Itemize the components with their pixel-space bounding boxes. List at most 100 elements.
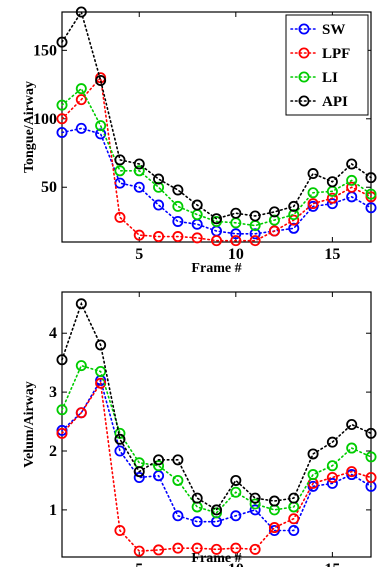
data-point-li: [307, 187, 319, 199]
data-point-lpf: [249, 235, 261, 247]
data-point-li: [307, 469, 319, 481]
x-tick-label: 15: [324, 561, 340, 567]
data-point-lpf: [75, 94, 87, 106]
x-axis-label: Frame #: [191, 261, 241, 276]
series-line-api: [61, 301, 372, 511]
data-point-lpf: [268, 522, 280, 534]
legend-marker-api: [298, 95, 310, 107]
series-api: [56, 6, 377, 225]
data-point-api: [268, 495, 280, 507]
y-tick-label: 1: [49, 502, 57, 519]
data-point-li: [346, 442, 358, 454]
y-axis-label: Tongue/Airway: [22, 81, 37, 173]
legend-marker-li: [298, 71, 310, 83]
data-point-api: [230, 474, 242, 486]
data-point-lpf: [210, 543, 222, 555]
data-point-sw: [114, 445, 126, 457]
data-point-api: [230, 207, 242, 219]
data-point-api: [249, 492, 261, 504]
data-point-li: [365, 188, 377, 200]
data-point-api: [288, 492, 300, 504]
data-point-li: [75, 83, 87, 95]
data-point-api: [307, 168, 319, 180]
y-axis-label: Velum/Airway: [22, 381, 37, 468]
data-point-lpf: [326, 471, 338, 483]
data-point-sw: [191, 516, 203, 528]
data-point-api: [249, 210, 261, 222]
data-point-api: [210, 213, 222, 225]
data-point-lpf: [114, 525, 126, 537]
data-point-api: [153, 454, 165, 466]
x-tick-label: 10: [228, 561, 244, 567]
data-point-lpf: [346, 466, 358, 478]
series-line-li: [61, 364, 372, 514]
data-point-lpf: [230, 235, 242, 247]
data-point-api: [56, 36, 68, 48]
data-point-sw: [288, 222, 300, 234]
data-point-li: [172, 200, 184, 212]
data-point-li: [56, 404, 68, 416]
data-point-li: [249, 498, 261, 510]
data-point-lpf: [288, 513, 300, 525]
series-line-li: [61, 87, 372, 227]
data-point-api: [191, 492, 203, 504]
data-point-lpf: [114, 211, 126, 223]
velum-airway-chart: 5 10 15 1 2 3 4 Frame # Velum/Airway: [22, 291, 377, 567]
legend-label-lpf: LPF: [322, 46, 350, 62]
data-point-lpf: [191, 542, 203, 554]
data-point-li: [326, 460, 338, 472]
data-point-lpf: [249, 543, 261, 555]
data-point-api: [307, 448, 319, 460]
data-point-sw: [75, 122, 87, 134]
data-point-li: [346, 174, 358, 186]
plot-frame: [61, 291, 372, 558]
legend: SW LPF LI API: [285, 14, 369, 116]
data-point-sw: [249, 228, 261, 240]
data-point-sw: [365, 202, 377, 214]
series-api: [56, 298, 377, 516]
legend-marker-sw: [298, 23, 310, 35]
legend-label-sw: SW: [322, 22, 345, 38]
x-tick-label: 5: [135, 561, 143, 567]
data-point-li: [114, 165, 126, 177]
data-point-lpf: [346, 181, 358, 193]
data-point-sw: [230, 510, 242, 522]
data-point-api: [288, 200, 300, 212]
data-point-lpf: [75, 407, 87, 419]
data-point-api: [133, 158, 145, 170]
legend-label-api: API: [322, 94, 348, 110]
x-tick-label: 5: [135, 246, 143, 263]
tongue-airway-chart: 5 10 15 50 100 150 Frame # Tongue/Airway SW LPF LI…: [22, 6, 377, 276]
data-point-li: [95, 365, 107, 377]
data-point-api: [75, 298, 87, 310]
data-point-sw: [95, 128, 107, 140]
data-point-lpf: [153, 231, 165, 243]
data-point-lpf: [326, 192, 338, 204]
data-point-api: [326, 436, 338, 448]
x-tick-label: 15: [324, 246, 340, 263]
legend-label-li: LI: [322, 70, 338, 86]
series-line-sw: [61, 378, 372, 532]
data-point-api: [210, 504, 222, 516]
series-li: [56, 83, 377, 232]
y-tick-label: 2: [49, 443, 57, 460]
data-point-li: [230, 486, 242, 498]
data-point-api: [346, 418, 358, 430]
series-line-lpf: [61, 75, 372, 242]
data-point-lpf: [172, 542, 184, 554]
series-lpf: [56, 377, 377, 557]
data-point-api: [114, 154, 126, 166]
data-point-lpf: [268, 225, 280, 237]
data-point-li: [153, 460, 165, 472]
data-point-sw: [288, 525, 300, 537]
x-axis-label: Frame #: [191, 551, 241, 566]
data-point-li: [133, 165, 145, 177]
data-point-li: [268, 214, 280, 226]
data-point-li: [365, 451, 377, 463]
data-point-sw: [133, 471, 145, 483]
data-point-api: [133, 466, 145, 478]
series-line-api: [61, 10, 372, 220]
y-tick-label: 3: [49, 384, 57, 401]
data-point-lpf: [191, 232, 203, 244]
